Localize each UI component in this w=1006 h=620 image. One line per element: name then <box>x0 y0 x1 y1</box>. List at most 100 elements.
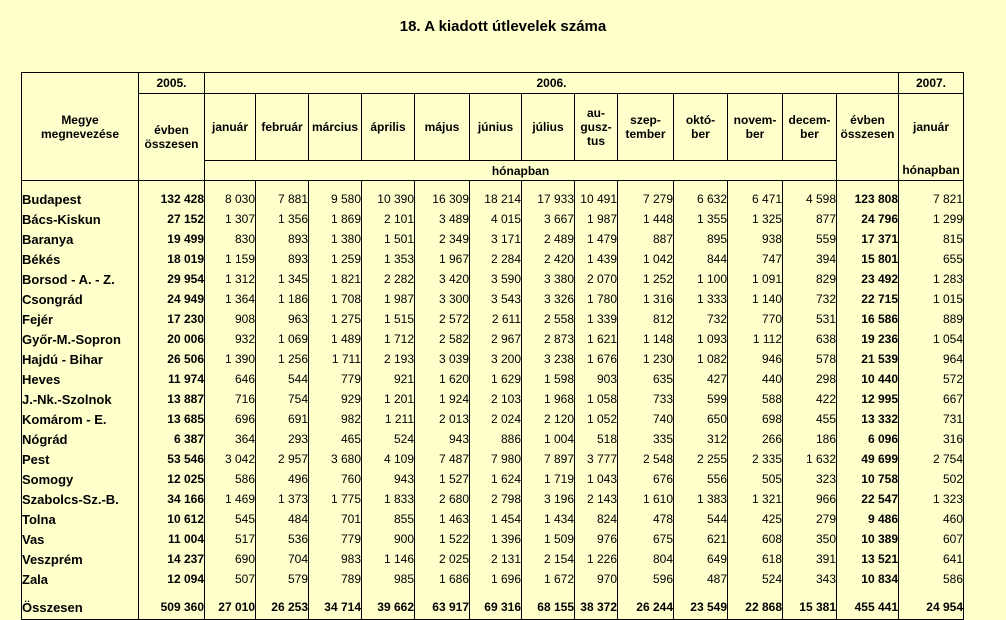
county-name: Tolna <box>21 509 139 529</box>
month-value: 646 <box>204 369 256 389</box>
month-value: 1 676 <box>574 349 618 369</box>
table-row: Győr-M.-Sopron 20 006 932 1 069 1 489 1 712 2 … <box>21 329 964 349</box>
total-2006-value: 123 808 <box>836 189 899 209</box>
month-value: 34 714 <box>308 595 362 620</box>
month-value: 1 632 <box>782 449 837 469</box>
month-value: 298 <box>782 369 837 389</box>
month-value: 2 957 <box>255 449 309 469</box>
month-header-part: decem- <box>788 113 831 127</box>
month-value: 887 <box>617 229 674 249</box>
jan-2007-value: 2 754 <box>898 449 964 469</box>
total-2006-value: 16 586 <box>836 309 899 329</box>
month-value: 17 933 <box>521 189 575 209</box>
county-name: Heves <box>21 369 139 389</box>
month-value: 394 <box>782 249 837 269</box>
month-value: 1 058 <box>574 389 618 409</box>
month-value: 364 <box>204 429 256 449</box>
month-value: 829 <box>782 269 837 289</box>
month-value: 517 <box>204 529 256 549</box>
month-header-part: gusz- <box>580 120 612 134</box>
month-value: 531 <box>782 309 837 329</box>
month-value: 732 <box>782 289 837 309</box>
month-header-12: decem-ber <box>782 93 837 161</box>
month-value: 908 <box>204 309 256 329</box>
total-2006-value: 12 995 <box>836 389 899 409</box>
month-value: 2 103 <box>469 389 522 409</box>
month-value: 2 154 <box>521 549 575 569</box>
month-value: 487 <box>673 569 728 589</box>
month-value: 1 226 <box>574 549 618 569</box>
month-value: 754 <box>255 389 309 409</box>
total-2005-value: 12 025 <box>138 469 205 489</box>
month-value: 1 686 <box>414 569 470 589</box>
month-value: 9 580 <box>308 189 362 209</box>
month-value: 1 275 <box>308 309 362 329</box>
jan-2007-value: 24 954 <box>898 595 964 620</box>
monthly-label-2006: hónapban <box>204 160 837 181</box>
month-value: 716 <box>204 389 256 409</box>
county-name: Baranya <box>21 229 139 249</box>
month-value: 455 <box>782 409 837 429</box>
total-2006-value: 23 492 <box>836 269 899 289</box>
month-value: 1 469 <box>204 489 256 509</box>
total-2005-value: 18 019 <box>138 249 205 269</box>
month-value: 1 252 <box>617 269 674 289</box>
month-value: 2 967 <box>469 329 522 349</box>
month-value: 3 489 <box>414 209 470 229</box>
jan-2007-value: 1 054 <box>898 329 964 349</box>
year-2007-header: 2007. <box>898 72 964 94</box>
month-header-7: július <box>521 93 575 161</box>
month-value: 1 924 <box>414 389 470 409</box>
total-2006-value: 9 486 <box>836 509 899 529</box>
spacer-cell <box>836 589 899 595</box>
total-2005-value: 13 887 <box>138 389 205 409</box>
month-value: 1 148 <box>617 329 674 349</box>
month-header-4: április <box>361 93 415 161</box>
month-value: 1 987 <box>361 289 415 309</box>
month-value: 2 798 <box>469 489 522 509</box>
month-value: 1 259 <box>308 249 362 269</box>
month-value: 638 <box>782 329 837 349</box>
month-value: 1 140 <box>727 289 783 309</box>
month-value: 938 <box>727 229 783 249</box>
table-row: Baranya 19 499 830 893 1 380 1 501 2 349 3 171 2… <box>21 229 964 249</box>
month-value: 921 <box>361 369 415 389</box>
month-value: 893 <box>255 229 309 249</box>
year-2006-header: 2006. <box>204 72 899 94</box>
total-2006-value: 10 389 <box>836 529 899 549</box>
month-value: 1 356 <box>255 209 309 229</box>
total-2006-value: 15 801 <box>836 249 899 269</box>
spacer-cell <box>361 589 415 595</box>
month-value: 732 <box>673 309 728 329</box>
month-value: 68 155 <box>521 595 575 620</box>
month-value: 779 <box>308 369 362 389</box>
jan-2007-value: 655 <box>898 249 964 269</box>
jan-2007-header: január <box>898 93 964 161</box>
month-value: 586 <box>204 469 256 489</box>
month-value: 943 <box>361 469 415 489</box>
county-name: Győr-M.-Sopron <box>21 329 139 349</box>
total-2006-value: 24 796 <box>836 209 899 229</box>
month-value: 1 159 <box>204 249 256 269</box>
month-value: 2 101 <box>361 209 415 229</box>
jan-2007-value: 964 <box>898 349 964 369</box>
month-value: 932 <box>204 329 256 349</box>
spacer-cell <box>782 180 837 189</box>
month-value: 608 <box>727 529 783 549</box>
county-name: Zala <box>21 569 139 589</box>
spacer-cell <box>138 180 205 189</box>
spacer-cell <box>521 589 575 595</box>
county-name: Csongrád <box>21 289 139 309</box>
month-value: 1 321 <box>727 489 783 509</box>
month-value: 478 <box>617 509 674 529</box>
month-value: 279 <box>782 509 837 529</box>
total-2005-value: 10 612 <box>138 509 205 529</box>
month-value: 7 279 <box>617 189 674 209</box>
month-value: 691 <box>255 409 309 429</box>
month-value: 3 420 <box>414 269 470 289</box>
month-value: 1 821 <box>308 269 362 289</box>
month-value: 1 708 <box>308 289 362 309</box>
month-value: 1 069 <box>255 329 309 349</box>
month-value: 675 <box>617 529 674 549</box>
spacer-cell <box>255 180 309 189</box>
